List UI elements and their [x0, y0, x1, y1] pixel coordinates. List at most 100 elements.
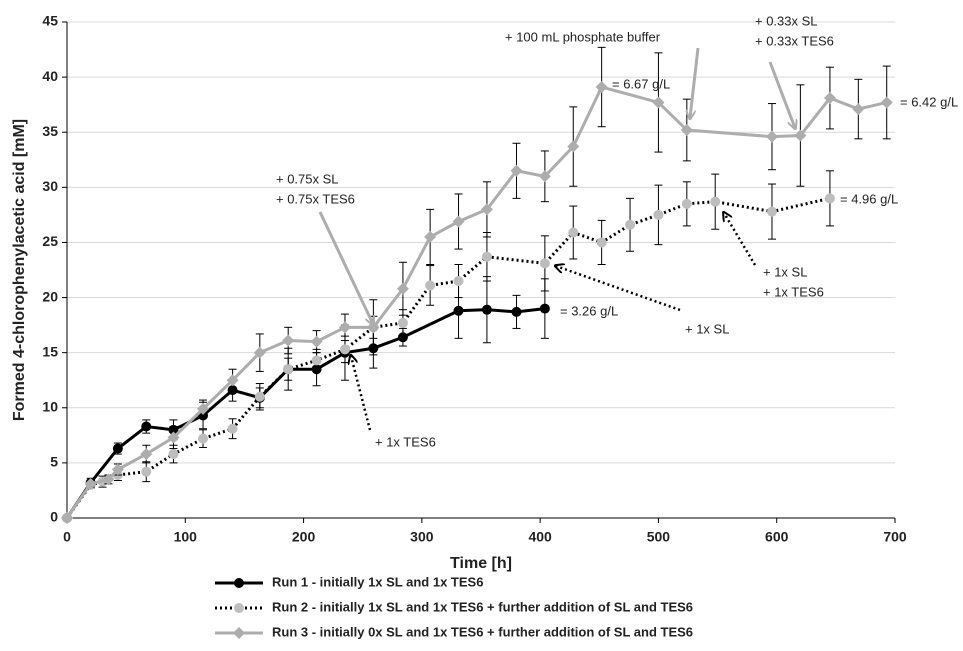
point — [510, 164, 523, 177]
y-tick-label: 15 — [42, 343, 58, 359]
point — [254, 391, 265, 402]
point — [396, 282, 409, 295]
point — [310, 335, 323, 348]
point — [141, 466, 152, 477]
point — [511, 306, 522, 317]
point — [424, 230, 437, 243]
arrow — [690, 47, 700, 118]
annotation: = 6.67 g/L — [612, 76, 670, 91]
point — [710, 196, 721, 207]
point — [61, 512, 73, 524]
point — [311, 355, 322, 366]
point — [568, 227, 579, 238]
annotation: = 4.96 g/L — [840, 191, 898, 206]
point — [397, 317, 408, 328]
x-tick-label: 500 — [647, 529, 671, 545]
arrow — [724, 213, 757, 266]
point — [681, 198, 692, 209]
y-tick-label: 45 — [42, 13, 58, 29]
point — [653, 209, 664, 220]
legend-item: Run 2 - initially 1x SL and 1x TES6 + fu… — [215, 599, 693, 614]
point — [111, 463, 124, 476]
annotation: = 6.42 g/L — [900, 94, 958, 109]
point — [595, 81, 608, 94]
point — [397, 332, 408, 343]
point — [823, 92, 836, 105]
point — [425, 280, 436, 291]
point — [339, 344, 350, 355]
y-tick-label: 10 — [42, 398, 58, 414]
point — [652, 96, 665, 109]
x-tick-label: 300 — [410, 529, 434, 545]
point — [453, 305, 464, 316]
annotation: + 1x SL — [685, 321, 729, 336]
point — [226, 374, 239, 387]
annotation: + 1x TES6 — [763, 284, 824, 299]
point — [253, 346, 266, 359]
y-axis-title: Formed 4-chlorophenylacetic acid [mM] — [11, 119, 28, 421]
annotation: + 1x TES6 — [375, 434, 436, 449]
legend-label: Run 1 - initially 1x SL and 1x TES6 — [272, 574, 483, 589]
legend-marker — [234, 603, 244, 613]
legend-label: Run 3 - initially 0x SL and 1x TES6 + fu… — [272, 624, 693, 639]
annotation: + 0.75x TES6 — [276, 191, 355, 206]
arrow — [318, 211, 373, 324]
annotation: + 1x SL — [763, 264, 807, 279]
point — [140, 448, 153, 461]
legend-marker — [233, 627, 245, 639]
point — [141, 421, 152, 432]
y-tick-label: 5 — [50, 454, 58, 470]
point — [197, 402, 210, 415]
annotation: + 100 mL phosphate buffer — [505, 29, 661, 44]
y-tick-label: 40 — [42, 68, 58, 84]
y-tick-label: 25 — [42, 233, 58, 249]
point — [102, 473, 115, 486]
series-line — [65, 85, 888, 519]
point — [481, 304, 492, 315]
point — [680, 124, 693, 137]
point — [338, 321, 351, 334]
point — [481, 251, 492, 262]
point — [538, 170, 551, 183]
series — [61, 46, 893, 524]
series — [62, 170, 835, 523]
legend-label: Run 2 - initially 1x SL and 1x TES6 + fu… — [272, 599, 693, 614]
x-tick-label: 200 — [292, 529, 316, 545]
point — [84, 477, 97, 490]
point — [824, 193, 835, 204]
point — [168, 449, 179, 460]
annotation: = 3.26 g/L — [560, 303, 618, 318]
annotation: + 0.75x SL — [276, 171, 339, 186]
point — [880, 96, 893, 109]
x-tick-label: 600 — [765, 529, 789, 545]
point — [765, 130, 778, 143]
legend-item: Run 3 - initially 0x SL and 1x TES6 + fu… — [215, 624, 693, 639]
y-tick-label: 0 — [50, 509, 58, 525]
annotation: + 0.33x TES6 — [755, 33, 834, 48]
series-line — [65, 196, 831, 519]
x-tick-label: 100 — [174, 529, 198, 545]
point — [539, 258, 550, 269]
point — [198, 433, 209, 444]
point — [766, 206, 777, 217]
point — [794, 129, 807, 142]
point — [625, 219, 636, 230]
point — [453, 276, 464, 287]
arrow — [768, 61, 795, 128]
point — [852, 103, 865, 116]
series — [62, 276, 550, 523]
x-axis-title: Time [h] — [450, 555, 512, 572]
point — [167, 431, 180, 444]
point — [539, 303, 550, 314]
y-tick-label: 35 — [42, 123, 58, 139]
legend-marker — [234, 578, 244, 588]
y-tick-label: 30 — [42, 178, 58, 194]
point — [112, 443, 123, 454]
point — [567, 140, 580, 153]
x-tick-label: 400 — [528, 529, 552, 545]
point — [480, 203, 493, 216]
point — [227, 423, 238, 434]
point — [452, 215, 465, 228]
arrow — [351, 356, 372, 431]
